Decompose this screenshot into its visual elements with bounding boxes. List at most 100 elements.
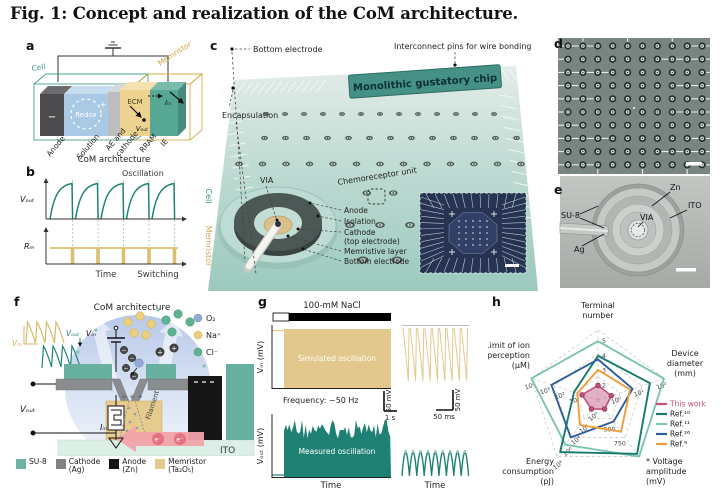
sim-oscillation-band [284, 329, 391, 388]
radar-axis-title: Terminal [580, 301, 615, 310]
radar-tick: 10¹ [633, 388, 646, 398]
legend-memristor: Memristor (Ta₂O₅) [155, 457, 206, 475]
radar-axis-title: (mV) [646, 477, 666, 486]
radar-marker [579, 392, 585, 398]
device-cross-section: + + + Filament ITO e⁻ e⁻ [55, 364, 255, 456]
radar-series-0 [581, 384, 613, 410]
signal-arrows [129, 91, 184, 122]
na-label: Na⁺ [206, 331, 221, 340]
radar-tick: 750 [614, 440, 626, 447]
scale-50ms: 50 ms [433, 413, 455, 421]
panel-a-caption: CoM architecture [78, 155, 151, 164]
legend-anode-text: Anode [122, 457, 147, 466]
micro-dots [76, 308, 206, 368]
zn-label: Zn [670, 183, 681, 192]
cl-ions [161, 309, 195, 337]
measured-oscillation-band [284, 420, 391, 477]
legend-cathode-text2: (Ag) [68, 465, 85, 475]
stimulus-label: 100-mM NaCl [303, 301, 360, 311]
iin-label-a: Iᵢₙ [165, 99, 171, 107]
radar-axis-title: diameter [667, 359, 704, 368]
legend-memristor-text2: (Ta₂O₅) [168, 465, 194, 475]
cation-stream: + + [155, 343, 179, 357]
radar-axis-title: number [582, 311, 614, 320]
cathode-callout-2: (top electrode) [344, 237, 400, 246]
cell-axis-tag: Cell [204, 189, 213, 204]
svg-text:−: − [129, 355, 134, 362]
scale-50mv-left: 50 mV [385, 389, 393, 412]
panel-h: h 2 3 4 5 10⁰ 10¹ 10² 500 750 10⁰ 10² 10⁴ 10⁶ 10⁸ 10¹ 1… [488, 292, 721, 490]
axes [43, 178, 187, 267]
radar-series-2 [530, 340, 665, 458]
redox-label: Redox [75, 111, 97, 119]
cl-label: Cl⁻ [206, 348, 218, 357]
o2-icon [193, 313, 203, 323]
panel-a-graphic: − Redox + ECM Cel [31, 39, 204, 164]
ecm-label: ECM [127, 98, 142, 106]
sim-plot-axes [271, 325, 391, 389]
stimulus-bar-off [272, 312, 290, 322]
scale-bars-right [436, 390, 454, 411]
panel-f-letter: f [14, 294, 20, 309]
device-layer-labels: Anode Isolation Cathode (top electrode) … [286, 201, 410, 266]
panel-g-graphic: 100-mM NaCl Simulated oscillation Vₘ (mV… [256, 301, 470, 490]
memristive-callout: Memristive layer [344, 247, 408, 256]
via-label-e: VIA [640, 213, 654, 222]
radar-series-1 [559, 354, 651, 455]
memristor-tag: Memristor [156, 39, 194, 68]
legend-cathode: Cathode (Ag) [55, 457, 101, 475]
legend-cathode-text: Cathode [68, 457, 101, 466]
switching-label: Switching [137, 270, 178, 280]
radar-tick: 2 [602, 382, 606, 389]
ie-block [150, 82, 186, 136]
ag-label: Ag [574, 245, 585, 254]
o2-ion [134, 358, 144, 368]
legend-anode-text2: (Zn) [122, 465, 138, 475]
radar-axis-title: Limit of ion [488, 341, 530, 350]
radar-marker [601, 406, 608, 412]
bottom-electrode-callout: Bottom electrode [344, 257, 410, 266]
inset-scale-bar [505, 264, 519, 267]
bottom-electrode-top-label: Bottom electrode [253, 45, 323, 54]
stimulus-bar [273, 313, 391, 321]
radar-series-3 [550, 358, 634, 439]
radar-legend-label: Ref.²⁶ [670, 430, 690, 439]
interconnect-label: Interconnect pins for wire bonding [394, 42, 532, 51]
panel-c-letter: c [210, 38, 218, 53]
svg-text:+: + [171, 345, 177, 353]
panel-e-graphic: Zn ITO VIA SU-8 Ag [559, 176, 710, 288]
anion-stream: −−−− [119, 345, 144, 381]
svg-text:−: − [123, 365, 128, 372]
frequency-label: Frequency: ~50 Hz [283, 396, 359, 405]
sem-labels: Zn ITO VIA SU-8 Ag [561, 183, 702, 254]
panel-b: b Vₒᵤₜ Rₘ Oscillation Switching Time Cel… [18, 164, 218, 291]
radar-axis-title: (pJ) [540, 477, 554, 486]
radar-tick: 4 [602, 353, 606, 360]
ion-legend: O₂ Na⁺ Cl⁻ [193, 313, 221, 357]
solution-block: Redox + [64, 86, 116, 136]
sim-label: Simulated oscillation [298, 354, 376, 363]
radar-legend-label: Ref.⁹ [670, 440, 687, 449]
radar-legend-label: Ref.¹¹ [670, 420, 690, 429]
radar-chart: 234510⁰10¹10²50075010⁰10²10⁴10⁶10⁸10¹10²… [488, 301, 707, 486]
panel-c-graphic: Bottom electrode Interconnect pins for w… [208, 42, 538, 291]
radar-axis-title: * Voltage [646, 457, 683, 466]
sem-device [559, 183, 685, 277]
via-label: VIA [260, 176, 274, 185]
meas-plot-axes [271, 414, 391, 478]
radar-marker [595, 382, 601, 388]
iin-label-f: Iᵢₙ [100, 423, 107, 432]
chip-banner: Monolithic gustatory chip [347, 64, 502, 99]
solution-plus: + [100, 100, 107, 109]
o2-label: O₂ [206, 314, 216, 323]
radar-tick: 3 [602, 368, 606, 375]
y-label-rm: Rₘ [24, 242, 35, 251]
na-icon [193, 330, 203, 340]
su8-mid [146, 364, 176, 379]
cell-tag: Cell [31, 62, 46, 73]
x-label-time-1: Time [320, 481, 342, 490]
legend-anode: Anode (Zn) [109, 457, 147, 475]
radar-tick: 10⁴ [524, 381, 537, 391]
radar-tick: 10² [554, 391, 567, 401]
